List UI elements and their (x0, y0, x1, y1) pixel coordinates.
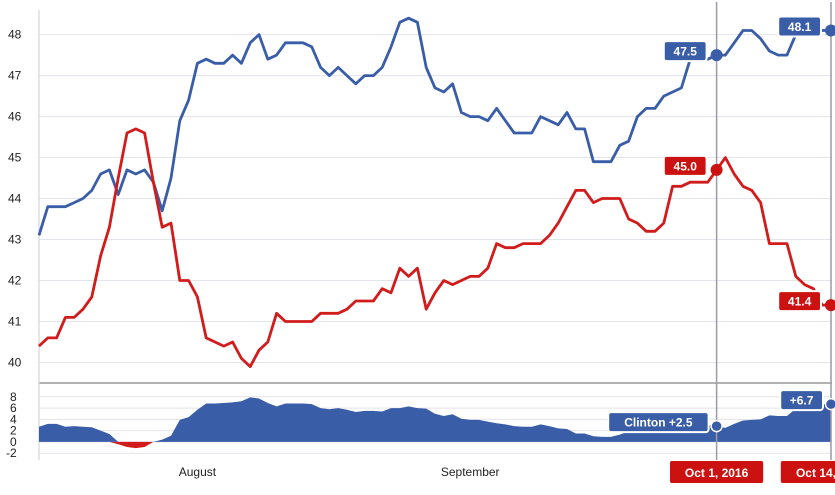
y-tick-label: 48 (8, 28, 22, 42)
diff-point (711, 421, 722, 432)
series-point (711, 49, 723, 61)
value-label: 47.5 (674, 45, 698, 59)
x-axis: August September (179, 465, 500, 479)
series-point (711, 164, 723, 176)
x-tick-label: September (441, 465, 500, 479)
date-marker-label: Oct 1, 2016 (685, 466, 749, 480)
main-y-axis: 40 41 42 43 44 45 46 47 48 (8, 28, 22, 370)
y-tick-label: 43 (8, 233, 22, 247)
main-grid (39, 10, 832, 460)
diff-label: Clinton +2.5 (624, 416, 693, 430)
y-tick-label: 8 (10, 390, 17, 404)
y-tick-label: 40 (8, 356, 22, 370)
y-tick-label: 42 (8, 274, 22, 288)
value-label: 45.0 (674, 159, 698, 173)
diff-point (826, 399, 835, 410)
y-tick-label: 45 (8, 151, 22, 165)
value-label: 41.4 (788, 295, 812, 309)
y-tick-label: 41 (8, 315, 22, 329)
diff-negative-area (39, 442, 831, 448)
y-tick-label: 47 (8, 69, 22, 83)
date-marker-label: Oct 14, 2016 (796, 466, 835, 480)
value-label: 48.1 (788, 20, 812, 34)
diff-label: +6.7 (790, 394, 814, 408)
series-point (825, 299, 835, 311)
x-tick-label: August (179, 465, 217, 479)
y-tick-label: 44 (8, 192, 22, 206)
series-group (39, 18, 835, 431)
y-tick-label: 46 (8, 110, 22, 124)
